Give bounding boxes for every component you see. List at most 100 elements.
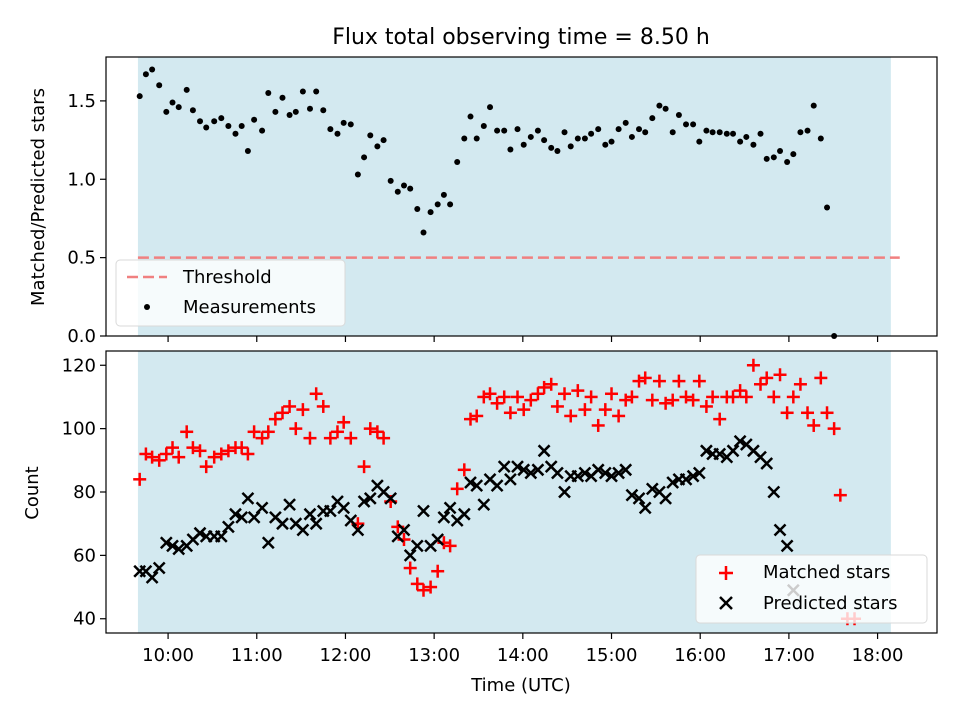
measurement-points xyxy=(136,66,838,339)
matched-star-point-46 xyxy=(443,539,457,553)
predicted-star-point-69 xyxy=(598,466,612,480)
predicted-star-point-89 xyxy=(733,434,747,448)
matched-star-point-88 xyxy=(726,390,740,404)
measurement-point-31 xyxy=(347,121,354,128)
predicted-star-point-45 xyxy=(437,510,451,524)
measurement-point-1 xyxy=(142,71,149,78)
matched-star-point-24 xyxy=(296,403,310,417)
measurement-point-49 xyxy=(467,113,474,120)
matched-star-point-77 xyxy=(652,374,666,388)
matched-star-point-40 xyxy=(403,561,417,575)
predicted-star-point-88 xyxy=(726,444,740,458)
matched-star-point-19 xyxy=(261,425,275,439)
matched-star-point-97 xyxy=(786,390,800,404)
x-axis-label: Time (UTC) xyxy=(470,675,571,696)
matched-star-point-78 xyxy=(659,396,673,410)
matched-star-point-43 xyxy=(424,580,438,594)
measurement-point-65 xyxy=(574,135,581,142)
measurement-point-100 xyxy=(810,102,817,109)
predicted-star-point-2 xyxy=(145,571,159,584)
matched-star-point-90 xyxy=(739,390,753,404)
top-y-tick-label-3: 1.5 xyxy=(67,91,96,112)
bottom-x-ticks: 10:00 11:00 12:00 13:00 14:00 15:00 16:00 17:00… xyxy=(142,633,904,666)
matched-star-point-31 xyxy=(344,431,358,445)
predicted-star-point-22 xyxy=(283,498,296,512)
matched-star-point-73 xyxy=(625,390,639,404)
measurement-point-6 xyxy=(175,104,182,111)
measurement-point-79 xyxy=(669,129,676,136)
measurement-point-51 xyxy=(480,122,487,129)
measurement-point-72 xyxy=(622,119,629,126)
measurement-point-8 xyxy=(189,107,196,114)
x-tick-label-2: 12:00 xyxy=(320,645,372,666)
predicted-star-point-37 xyxy=(384,491,398,505)
bottom-legend-box xyxy=(695,554,928,624)
predicted-star-point-62 xyxy=(551,466,564,480)
measurement-point-10 xyxy=(203,124,210,131)
top-x-tick-marks xyxy=(167,336,879,342)
matched-star-point-66 xyxy=(578,403,592,417)
measurement-point-78 xyxy=(662,105,669,112)
matched-star-point-96 xyxy=(780,406,794,420)
matched-star-point-86 xyxy=(713,412,727,426)
predicted-star-point-71 xyxy=(612,466,625,480)
matched-star-point-65 xyxy=(571,384,585,398)
matched-star-point-71 xyxy=(612,409,626,423)
predicted-star-point-14 xyxy=(229,507,242,521)
measurement-point-92 xyxy=(757,130,764,137)
measurement-point-20 xyxy=(272,108,279,115)
x-tick-label-0: 10:00 xyxy=(142,645,194,666)
matched-star-point-58 xyxy=(524,393,538,407)
measurement-point-63 xyxy=(561,129,568,136)
matched-star-point-5 xyxy=(166,441,180,455)
measurement-point-85 xyxy=(709,129,716,136)
predicted-star-point-66 xyxy=(578,466,592,480)
predicted-star-point-44 xyxy=(431,533,445,546)
measurement-point-86 xyxy=(716,129,723,136)
matched-star-point-27 xyxy=(316,399,330,413)
predicted-star-point-4 xyxy=(159,536,173,550)
matched-star-point-8 xyxy=(186,441,200,455)
legend-predicted-label: Predicted stars xyxy=(763,593,897,614)
measurement-point-34 xyxy=(367,132,374,139)
matched-star-point-93 xyxy=(760,371,774,385)
bottom-panel: 40 60 80 100 120 10:00 11:00 12:00 13:00 14:00 15… xyxy=(22,350,938,696)
matched-star-point-0 xyxy=(133,472,147,486)
predicted-star-point-48 xyxy=(457,507,471,521)
legend-threshold-label: Threshold xyxy=(182,267,272,288)
predicted-star-point-30 xyxy=(337,501,351,515)
predicted-star-point-33 xyxy=(357,495,371,508)
predicted-star-point-42 xyxy=(417,504,430,518)
predicted-star-point-86 xyxy=(713,447,727,461)
measurement-point-23 xyxy=(292,108,299,115)
predicted-star-point-76 xyxy=(645,482,659,496)
predicted-star-point-24 xyxy=(296,523,310,537)
matched-star-point-7 xyxy=(180,425,194,439)
measurement-point-54 xyxy=(501,127,508,134)
predicted-star-point-31 xyxy=(344,514,358,527)
measurement-point-38 xyxy=(394,188,401,195)
measurement-point-90 xyxy=(743,133,750,140)
matched-star-point-20 xyxy=(268,412,282,426)
matched-star-point-67 xyxy=(584,390,598,404)
predicted-star-point-16 xyxy=(241,491,255,505)
matched-star-point-23 xyxy=(289,422,303,436)
measurement-point-81 xyxy=(683,121,690,128)
measurement-point-53 xyxy=(494,127,501,134)
x-tick-label-4: 14:00 xyxy=(497,645,549,666)
predicted-star-point-58 xyxy=(524,466,538,480)
matched-star-point-95 xyxy=(773,368,787,382)
measurement-point-36 xyxy=(380,137,387,144)
measurement-point-62 xyxy=(554,148,561,155)
predicted-star-point-95 xyxy=(773,523,787,537)
measurement-point-41 xyxy=(414,206,421,213)
measurement-point-66 xyxy=(581,135,588,142)
measurement-point-17 xyxy=(251,116,258,123)
predicted-star-point-18 xyxy=(255,501,269,515)
matched-star-point-68 xyxy=(591,418,605,432)
matched-star-point-3 xyxy=(152,453,166,467)
predicted-star-point-59 xyxy=(531,463,545,477)
matched-star-point-6 xyxy=(172,450,186,464)
predicted-star-point-96 xyxy=(780,539,794,553)
matched-star-point-9 xyxy=(193,444,207,458)
